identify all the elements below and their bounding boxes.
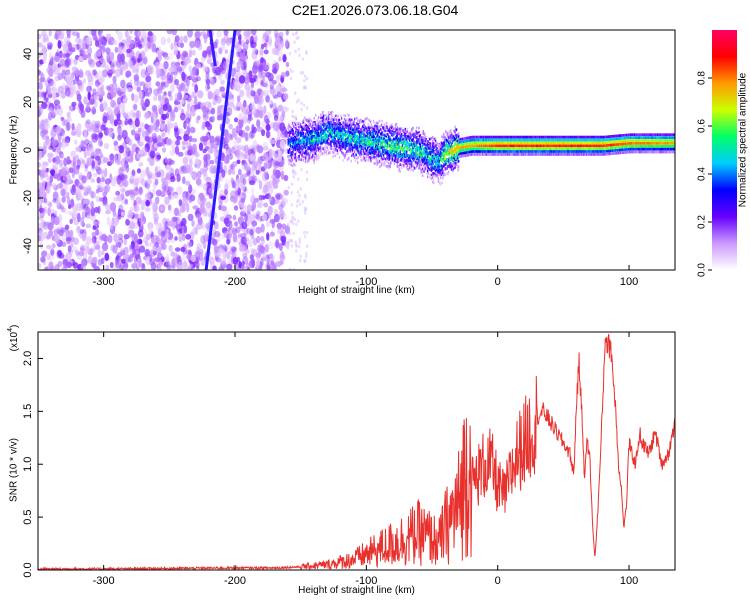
spec-xtick-label-1: -200 bbox=[224, 276, 246, 288]
spec-xlabel: Height of straight line (km) bbox=[298, 285, 415, 296]
snr-ytick-label-4: 2.0 bbox=[22, 351, 34, 366]
snr-xtick-label-2: -100 bbox=[355, 575, 377, 587]
snr-scale-exp: 4 bbox=[7, 328, 14, 332]
snr-ytick-label-1: 0.5 bbox=[22, 509, 34, 524]
snr-frame bbox=[37, 331, 676, 571]
snr-xtick-label-3: 0 bbox=[495, 575, 501, 587]
snr-ytick-label-2: 1.0 bbox=[22, 457, 34, 472]
snr-ytick-label-0: 0.0 bbox=[22, 562, 34, 577]
figure-title: C2E1.2026.073.06.18.G04 bbox=[291, 2, 459, 18]
spec-xtick-label-2: -100 bbox=[355, 276, 377, 288]
diagonal-streak-upper bbox=[208, 30, 217, 67]
snr-scale-close: ) bbox=[9, 325, 20, 328]
snr-panel: -300 -200 -100 0 100 0.0 0.5 1.0 1.5 2.0 Height of… bbox=[7, 325, 676, 596]
colorbar-scale bbox=[712, 30, 737, 270]
snr-scale-prefix: (x10 bbox=[9, 331, 20, 351]
colorbar-tick-label-2: 0.4 bbox=[697, 167, 708, 181]
colorbar-label: Normalized spectral amplitude bbox=[738, 72, 749, 207]
colorbar-tick-label-1: 0.2 bbox=[697, 215, 708, 229]
snr-xlabel: Height of straight line (km) bbox=[298, 585, 415, 596]
snr-ylabel: SNR (10 * v/v) bbox=[9, 438, 20, 502]
colorbar-tick-label-3: 0.6 bbox=[697, 119, 708, 133]
snr-scale-label: (x104) bbox=[7, 325, 20, 352]
noise-region bbox=[38, 30, 309, 270]
signal-track bbox=[287, 110, 675, 186]
colorbar-tick-label-4: 0.8 bbox=[697, 71, 708, 85]
snr-xtick-label-1: -200 bbox=[224, 575, 246, 587]
diagonal-streak bbox=[204, 30, 237, 270]
spec-ytick-label-4: 40 bbox=[22, 48, 34, 60]
colorbar: 0.0 0.2 0.4 0.6 0.8 Normalized spectral ampli… bbox=[697, 30, 749, 277]
snr-xtick-label-0: -300 bbox=[93, 575, 115, 587]
spectrogram-image bbox=[38, 30, 675, 270]
snr-ytick-label-3: 1.5 bbox=[22, 404, 34, 419]
colorbar-tick-label-0: 0.0 bbox=[697, 263, 708, 277]
snr-xtick-label-4: 100 bbox=[620, 575, 638, 587]
spec-ytick-label-0: -40 bbox=[22, 238, 34, 254]
spec-ytick-label-3: 20 bbox=[22, 96, 34, 108]
spec-xtick-label-4: 100 bbox=[620, 276, 638, 288]
spec-ylabel: Frequency (Hz) bbox=[9, 116, 20, 185]
spec-ytick-label-1: -20 bbox=[22, 190, 34, 206]
spec-xtick-label-0: -300 bbox=[93, 276, 115, 288]
spec-xtick-label-3: 0 bbox=[495, 276, 501, 288]
spec-ytick-label-2: 0 bbox=[22, 147, 34, 153]
snr-series-line bbox=[38, 333, 675, 570]
